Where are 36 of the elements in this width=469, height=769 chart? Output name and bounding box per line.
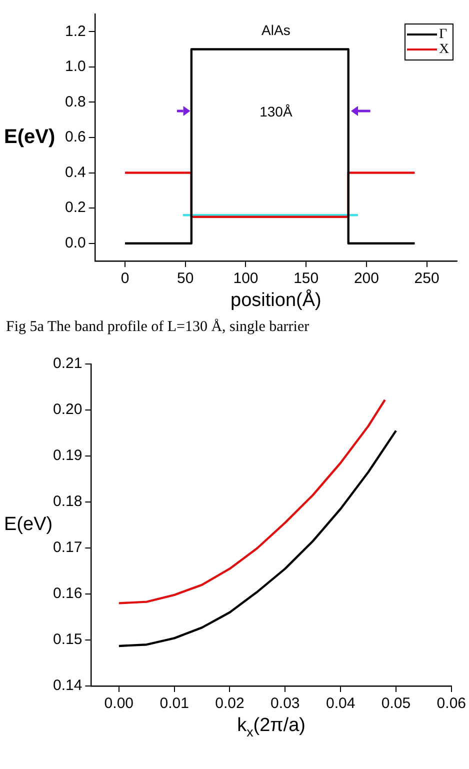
x-tick-label: 0.04 (326, 695, 356, 712)
x-tick-label: 0.03 (270, 695, 300, 712)
x-tick-label: 50 (177, 270, 194, 288)
y-tick-label: 0.21 (52, 355, 82, 372)
annotation: 130Å (260, 104, 293, 120)
x-tick-label: 0.02 (215, 695, 244, 712)
legend-label: X (439, 42, 450, 58)
caption: Fig 5a The band profile of L=130 Å, single barrier (5, 318, 310, 337)
x-tick-label: 0.01 (160, 695, 189, 712)
x-tick-label: 0.05 (381, 695, 411, 712)
y-tick-label: 0.20 (52, 401, 82, 418)
x-tick-label: 0 (120, 270, 130, 288)
y-tick-label: 0.4 (64, 164, 86, 181)
x-tick-label: 100 (233, 270, 258, 288)
y-tick-label: 0.6 (64, 128, 86, 146)
x-tick-label: 0.06 (436, 695, 466, 712)
x-axis-title: position(Å) (230, 289, 322, 312)
y-tick-label: 0.18 (52, 493, 82, 510)
y-tick-label: 1.0 (64, 58, 86, 76)
annotation: AlAs (262, 22, 290, 38)
y-tick-label: 0.16 (52, 585, 82, 602)
x-tick-label: 0.00 (104, 695, 134, 712)
y-axis-title: E(eV) (4, 126, 56, 148)
y-tick-label: 0.0 (64, 234, 86, 252)
y-tick-label: 0.2 (64, 199, 86, 216)
y-tick-label: 0.19 (52, 447, 82, 464)
x-tick-label: 250 (414, 270, 440, 288)
y-tick-label: 0.17 (52, 539, 82, 556)
y-axis-title: E(eV) (4, 514, 53, 536)
y-tick-label: 1.2 (64, 22, 86, 40)
x-tick-label: 150 (294, 270, 319, 288)
y-tick-label: 0.15 (52, 631, 82, 648)
legend-label: Γ (439, 27, 448, 42)
x-tick-label: 200 (354, 270, 379, 288)
y-tick-label: 0.8 (64, 93, 86, 110)
y-tick-label: 0.14 (52, 677, 82, 694)
